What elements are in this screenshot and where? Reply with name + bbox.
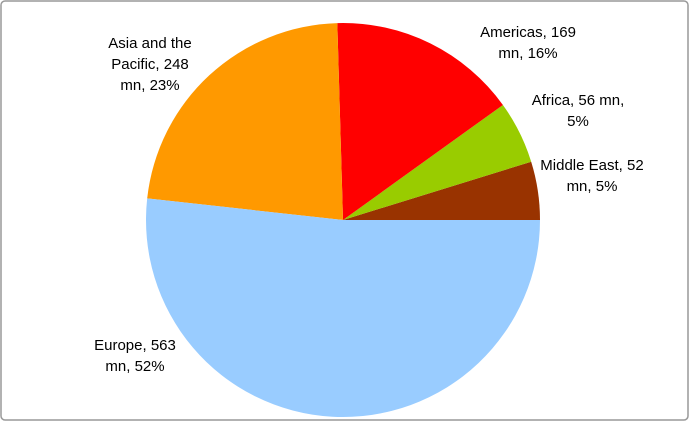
data-label-line: 5%: [567, 113, 589, 130]
data-label-line: Africa, 56 mn,: [532, 92, 625, 109]
pie-slice: [343, 104, 532, 220]
data-label-line: Europe, 563: [94, 337, 176, 354]
data-label: Middle East, 52 mn, 5%: [540, 157, 643, 195]
data-label-line: Asia and the: [108, 35, 191, 52]
data-label: Asia and the Pacific, 248 mn, 23%: [108, 35, 191, 94]
data-label-line: Pacific, 248: [111, 56, 189, 73]
data-label-line: mn, 23%: [120, 77, 179, 94]
data-label: Africa, 56 mn, 5%: [532, 92, 625, 130]
pie-slice: [343, 161, 540, 220]
data-label: Europe, 563 mn, 52%: [94, 337, 176, 375]
data-label-line: mn, 16%: [498, 45, 557, 62]
pie-slice: [337, 23, 503, 221]
data-label: Americas, 169 mn, 16%: [480, 24, 576, 62]
data-label-line: Middle East, 52: [540, 157, 643, 174]
data-label-line: mn, 52%: [105, 358, 164, 375]
data-label-line: mn, 5%: [567, 178, 618, 195]
pie-slice: [146, 198, 541, 417]
data-label-line: Americas, 169: [480, 24, 576, 41]
pie-slice: [147, 23, 343, 220]
